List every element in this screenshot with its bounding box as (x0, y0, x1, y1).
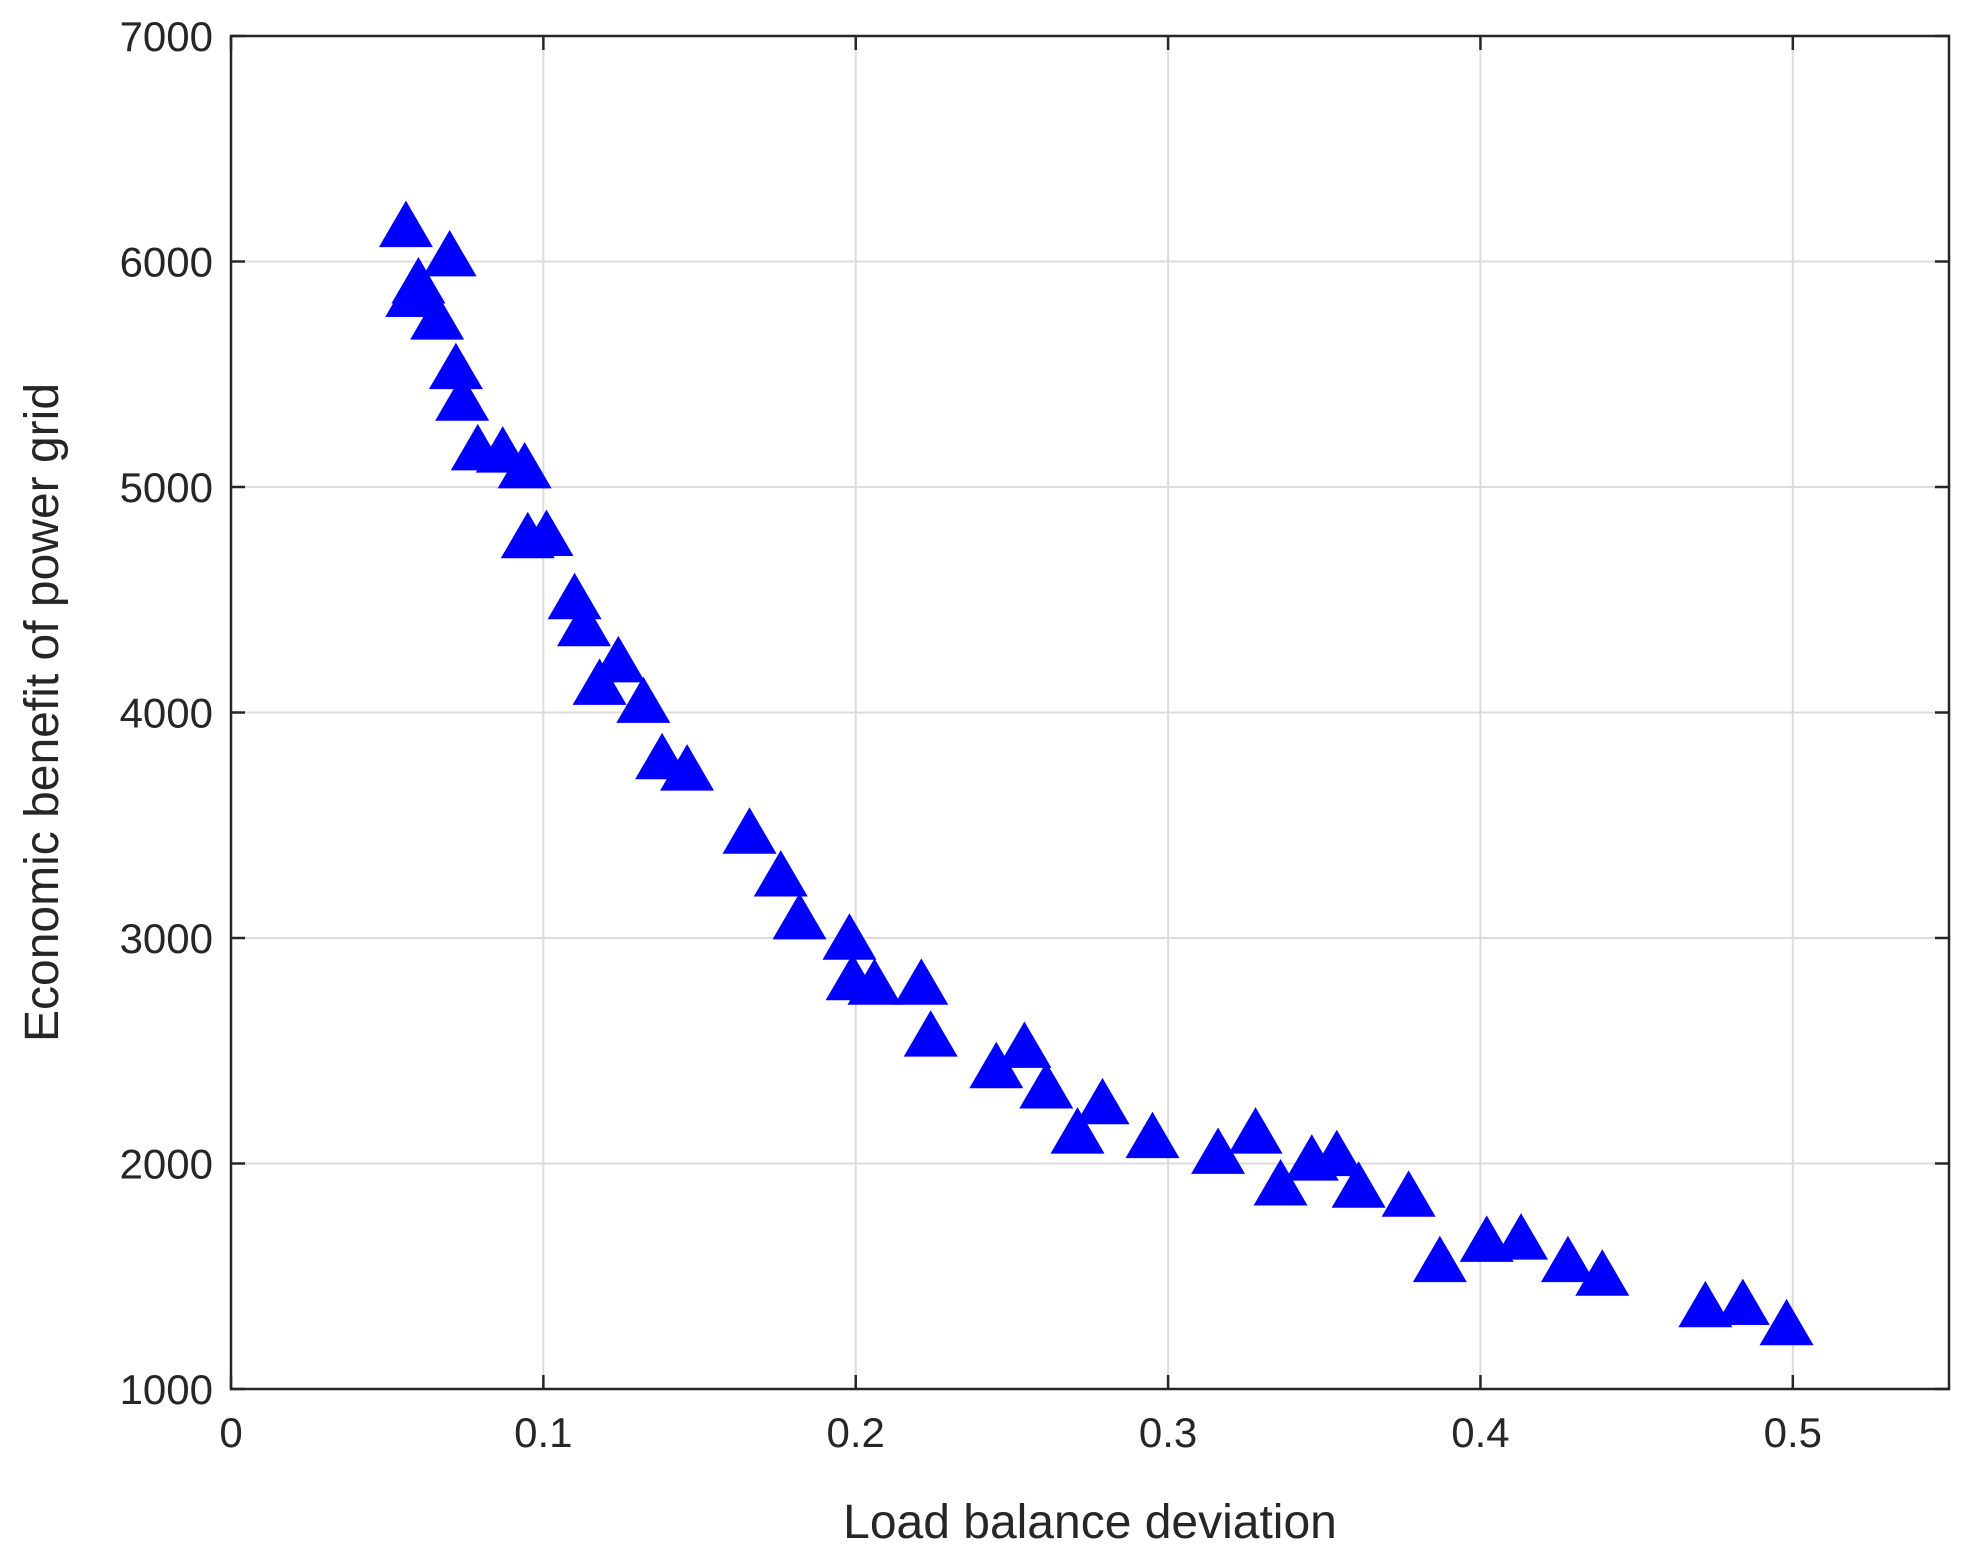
data-point-triangle (519, 509, 574, 557)
data-point-triangle (1715, 1278, 1770, 1326)
y-tick-label: 3000 (120, 915, 213, 962)
y-tick-label: 1000 (120, 1366, 213, 1413)
data-point-triangle (1759, 1298, 1814, 1346)
data-point-triangle (969, 1041, 1024, 1089)
y-tick-label: 6000 (120, 239, 213, 286)
data-point-triangle (1019, 1062, 1074, 1109)
x-axis-title: Load balance deviation (843, 1496, 1337, 1549)
data-point-triangle (497, 441, 552, 489)
data-point-triangle (903, 1010, 958, 1057)
data-point-triangle (822, 913, 877, 960)
y-tick-label: 4000 (120, 690, 213, 737)
data-point-triangle (572, 658, 627, 705)
data-point-triangle (1125, 1111, 1180, 1159)
data-point-triangle (1540, 1235, 1595, 1283)
data-point-triangle (772, 892, 827, 940)
data-point-triangle (616, 676, 671, 723)
data-point-triangle (1575, 1249, 1630, 1296)
data-point-triangle (1253, 1159, 1308, 1206)
data-point-triangle (1309, 1129, 1364, 1177)
data-point-triangle (1381, 1170, 1436, 1217)
data-point-triangle (428, 342, 483, 390)
data-points (378, 200, 1814, 1346)
data-point-triangle (1331, 1161, 1386, 1208)
data-point-triangle (660, 744, 715, 791)
data-point-triangle (753, 850, 808, 897)
grid-lines (231, 36, 1949, 1389)
x-tick-label: 0 (219, 1409, 242, 1456)
y-tick-label: 7000 (120, 13, 213, 60)
axis-ticks: 0 0.1 0.2 0.3 0.4 0.5 1000 2000 3000 4000 5000 6000… (120, 13, 1949, 1456)
data-point-triangle (378, 200, 433, 248)
data-point-triangle (556, 599, 611, 647)
data-point-triangle (385, 270, 440, 318)
data-point-triangle (1075, 1077, 1130, 1125)
data-point-triangle (1050, 1107, 1105, 1154)
data-point-triangle (1228, 1107, 1283, 1154)
data-point-triangle (847, 958, 902, 1005)
x-tick-label: 0.1 (514, 1409, 572, 1456)
y-tick-label: 5000 (120, 464, 213, 511)
data-point-triangle (722, 807, 777, 854)
data-point-triangle (1494, 1213, 1549, 1260)
x-tick-label: 0.3 (1139, 1409, 1197, 1456)
data-point-triangle (435, 374, 490, 421)
x-tick-label: 0.5 (1764, 1409, 1822, 1456)
data-point-triangle (1412, 1235, 1467, 1283)
y-axis-title: Economic benefit of power grid (16, 383, 69, 1042)
data-point-triangle (410, 293, 465, 340)
y-tick-label: 2000 (120, 1141, 213, 1188)
x-tick-label: 0.2 (827, 1409, 885, 1456)
data-point-triangle (1191, 1127, 1246, 1174)
data-point-triangle (997, 1021, 1052, 1068)
data-point-triangle (1678, 1280, 1733, 1328)
x-tick-label: 0.4 (1451, 1409, 1509, 1456)
data-point-triangle (894, 958, 949, 1005)
data-point-triangle (422, 229, 477, 277)
